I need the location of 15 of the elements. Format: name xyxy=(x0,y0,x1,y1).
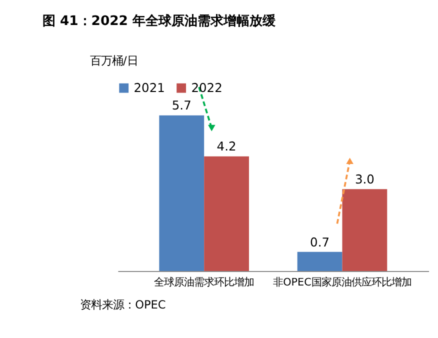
chart-title: 图 41：2022 年全球原油需求增幅放缓 xyxy=(42,13,277,30)
y-axis-title: 百万桶/日 xyxy=(90,54,138,68)
data-label: 5.7 xyxy=(172,98,192,113)
x-tick-label: 非OPEC国家原油供应环比增加 xyxy=(273,276,412,289)
x-tick-label: 全球原油需求环比增加 xyxy=(154,276,254,289)
bar xyxy=(297,252,342,272)
data-label: 4.2 xyxy=(216,140,236,154)
legend-label: 2021 xyxy=(134,80,165,95)
data-label: 3.0 xyxy=(354,172,374,186)
text: 资料来源：OPEC xyxy=(80,298,166,312)
bar xyxy=(342,189,388,272)
legend-label: 2022 xyxy=(191,80,222,95)
bar xyxy=(159,115,204,272)
bar xyxy=(204,156,249,272)
data-label: 0.7 xyxy=(310,235,330,250)
